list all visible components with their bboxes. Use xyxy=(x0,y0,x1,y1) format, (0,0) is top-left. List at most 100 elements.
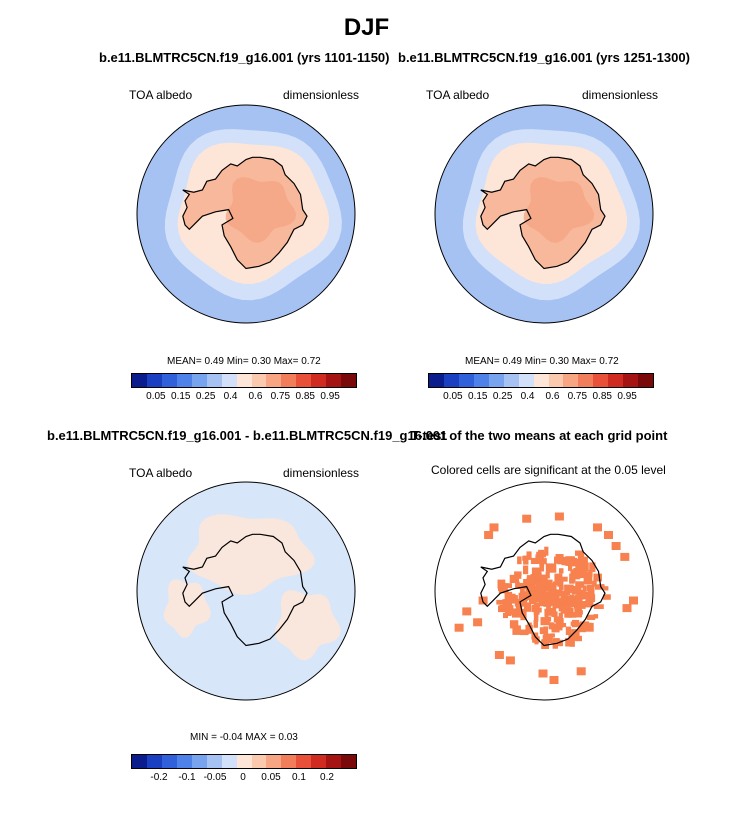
colorbar-swatch xyxy=(518,374,534,387)
colorbar-swatch xyxy=(593,374,609,387)
significant-cell xyxy=(539,627,548,635)
significant-cell xyxy=(545,571,550,579)
colorbar-swatch xyxy=(281,374,297,387)
map-boundary xyxy=(136,104,356,324)
colorbar-tick-label: 0.2 xyxy=(320,772,334,783)
colorbar-swatch xyxy=(296,374,312,387)
colorbar-swatch xyxy=(563,374,579,387)
colorbar-tick-label: 0.95 xyxy=(320,391,340,402)
significant-cell xyxy=(558,612,563,621)
colorbar-swatch xyxy=(326,755,342,768)
colorbar-swatch xyxy=(176,374,192,387)
significant-cell xyxy=(533,612,539,622)
significant-cell xyxy=(541,558,547,565)
significant-cell xyxy=(528,591,538,600)
significant-cell xyxy=(584,622,594,632)
continent-interior xyxy=(225,177,297,243)
colorbar-swatch xyxy=(146,374,162,387)
significant-cell xyxy=(560,590,568,601)
panel-3-units-label: dimensionless xyxy=(283,466,360,480)
continent-interior xyxy=(523,177,595,243)
colorbar-swatch xyxy=(251,755,267,768)
significant-cell xyxy=(502,583,508,591)
panel-4-map xyxy=(434,481,654,701)
panel-3-colorbar-ticks: -0.2 -0.1 -0.05 0 0.05 0.1 0.2 xyxy=(131,772,355,784)
colorbar-swatch xyxy=(623,374,639,387)
significant-cell xyxy=(504,591,513,601)
panel-1-variable-label: TOA albedo xyxy=(129,88,193,102)
significant-cell xyxy=(507,605,514,615)
significant-cell xyxy=(572,619,580,628)
significant-cell xyxy=(553,616,559,623)
significant-cell xyxy=(589,562,596,573)
panel-4-subtitle: Colored cells are significant at the 0.0… xyxy=(431,463,666,477)
significant-cell xyxy=(549,592,556,599)
colorbar-swatch xyxy=(458,374,474,387)
positive-difference-region xyxy=(163,579,211,638)
significant-cell xyxy=(551,625,560,633)
colorbar-swatch xyxy=(578,374,594,387)
significant-cell xyxy=(593,573,602,582)
significant-cell xyxy=(514,602,525,607)
colorbar-tick-label: 0.15 xyxy=(171,391,191,402)
panel-2-map xyxy=(434,104,654,324)
significant-cell xyxy=(509,574,520,584)
significant-cell xyxy=(620,552,630,561)
colorbar-tick-label: 0.6 xyxy=(248,391,263,402)
significant-cell xyxy=(586,594,596,602)
significant-cell xyxy=(489,523,499,532)
panel-1-units-label: dimensionless xyxy=(283,88,360,102)
significant-cell xyxy=(530,597,536,605)
significant-cell xyxy=(581,569,588,578)
panel-3-colorbar xyxy=(131,754,357,769)
colorbar-swatch xyxy=(443,374,459,387)
significant-cell xyxy=(559,568,564,574)
colorbar-tick-label: 0.05 xyxy=(261,772,281,783)
colorbar-tick-label: 0.15 xyxy=(468,391,488,402)
colorbar-tick-label: -0.2 xyxy=(150,772,168,783)
significant-cell xyxy=(531,604,540,609)
colorbar-tick-label: 0.75 xyxy=(270,391,291,402)
significant-cell xyxy=(520,629,529,636)
colorbar-swatch xyxy=(341,374,357,387)
significant-cell xyxy=(593,614,599,619)
significant-cell xyxy=(517,582,526,589)
significant-cell xyxy=(578,622,586,633)
significant-cell xyxy=(572,558,581,567)
significant-cell xyxy=(611,542,621,550)
significant-cell xyxy=(502,599,510,609)
significant-cell xyxy=(573,586,582,594)
significant-cell xyxy=(629,596,638,605)
significant-cell xyxy=(544,546,549,556)
significant-cell xyxy=(575,581,585,588)
colorbar-swatch xyxy=(266,374,282,387)
significant-cell xyxy=(523,602,532,612)
positive-difference-region xyxy=(187,514,315,595)
significant-cell xyxy=(547,607,557,614)
significant-cell xyxy=(538,669,548,678)
panel-1-colorbar-ticks: 0.05 0.15 0.25 0.4 0.6 0.75 0.85 0.95 xyxy=(131,391,355,403)
colorbar-tick-label: 0.25 xyxy=(492,391,513,402)
colorbar-swatch xyxy=(608,374,624,387)
coastline xyxy=(182,156,308,270)
colorbar-tick-label: 0.4 xyxy=(520,391,535,402)
panel-2-colorbar xyxy=(428,373,654,388)
significant-cell xyxy=(564,595,573,604)
colorbar-swatch xyxy=(206,374,222,387)
colorbar-swatch xyxy=(281,755,297,768)
significant-cell xyxy=(561,556,567,566)
panel-2-stats: MEAN= 0.49 Min= 0.30 Max= 0.72 xyxy=(465,356,619,367)
colorbar-tick-label: 0.85 xyxy=(592,391,612,402)
significant-cell xyxy=(473,618,483,627)
significant-cell xyxy=(574,610,583,615)
colorbar-tick-label: 0.95 xyxy=(617,391,637,402)
colorbar-tick-label: 0.75 xyxy=(567,391,588,402)
significant-cell xyxy=(557,580,564,587)
colorbar-swatch xyxy=(146,755,162,768)
coastline xyxy=(182,533,308,647)
colorbar-tick-label: 0.4 xyxy=(223,391,238,402)
colorbar-swatch xyxy=(191,755,207,768)
colorbar-swatch xyxy=(161,755,177,768)
colorbar-swatch xyxy=(132,374,147,387)
figure-title: DJF xyxy=(343,14,390,41)
